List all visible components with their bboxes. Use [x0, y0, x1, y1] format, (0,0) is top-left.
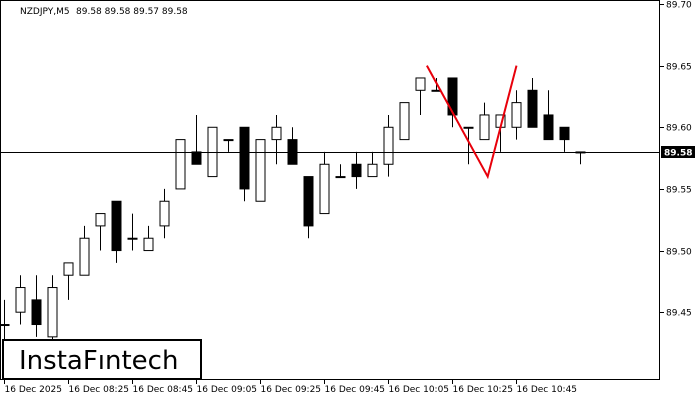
ohlc-readout: 89.58 89.58 89.57 89.58: [76, 7, 188, 17]
x-tick-label: 16 Dec 08:25: [69, 385, 130, 395]
candle-body-bullish: [63, 262, 74, 276]
candle: [239, 126, 250, 202]
candle: [447, 77, 458, 128]
logo-frame: [2, 339, 202, 380]
y-tick-label: 89.50: [666, 248, 692, 258]
candle-body-bullish: [159, 200, 170, 227]
candle: [271, 114, 282, 165]
candle: [399, 102, 410, 141]
x-tick-label: 16 Dec 10:45: [517, 385, 578, 395]
candle-body-bullish: [207, 126, 218, 178]
candle: [527, 77, 538, 128]
candle: [127, 213, 138, 251]
candle-body-bullish: [175, 139, 186, 190]
candle-body-bullish: [127, 237, 138, 240]
candle-body-bearish: [559, 126, 570, 141]
x-tick-label: 16 Dec 10:05: [389, 385, 450, 395]
candle-body-bullish: [399, 102, 410, 141]
candle-body-bullish: [463, 126, 474, 129]
candle: [63, 262, 74, 300]
candle-body-bullish: [143, 237, 154, 252]
candle-body-bullish: [15, 287, 26, 313]
x-tick-label: 16 Dec 09:05: [197, 385, 258, 395]
candle: [319, 151, 330, 215]
candle: [111, 200, 122, 263]
candle-body-bullish: [415, 77, 426, 91]
candle-body-bearish: [239, 126, 250, 190]
candle: [15, 275, 26, 325]
instaforex-logo: InstaFıntech: [2, 339, 202, 380]
candle: [351, 151, 362, 189]
x-tick-label: 16 Dec 2025: [5, 385, 63, 395]
y-tick-label: 89.70: [666, 1, 692, 11]
candle-body-bullish: [0, 324, 10, 327]
candle: [223, 139, 234, 152]
candle-body-bullish: [319, 163, 330, 215]
candle: [159, 188, 170, 239]
candle: [191, 114, 202, 165]
x-tick-label: 16 Dec 09:45: [325, 385, 386, 395]
y-tick-label: 89.55: [666, 186, 692, 196]
x-tick-label: 16 Dec 08:45: [133, 385, 194, 395]
candle: [79, 225, 90, 276]
current-price-tag-background: [661, 146, 695, 158]
candle-body-bearish: [31, 299, 42, 326]
candle-body-bullish: [367, 163, 378, 178]
candle: [255, 139, 266, 202]
candle: [367, 151, 378, 178]
candle-body-bullish: [383, 126, 394, 165]
candle-body-bearish: [191, 151, 202, 165]
candle-body-bullish: [335, 176, 346, 179]
x-axis: 16 Dec 2025 16 Dec 08:25 16 Dec 08:45 16 De…: [4, 380, 578, 395]
candle-body-bullish: [223, 139, 234, 142]
candle: [95, 213, 106, 251]
candle: [383, 114, 394, 177]
candle-body-bearish: [527, 89, 538, 128]
current-price-tag: 89.58: [661, 146, 695, 159]
candle-body-bullish: [79, 237, 90, 276]
candle: [287, 127, 298, 165]
logo-wordmark: InstaFıntech: [19, 346, 178, 376]
y-tick-label: 89.60: [666, 124, 692, 134]
candle-body-bearish: [287, 139, 298, 165]
symbol-label: NZDJPY,M5: [20, 7, 70, 17]
candle: [511, 90, 522, 140]
candle: [463, 126, 474, 165]
current-price-label: 89.58: [664, 149, 692, 159]
y-tick-label: 89.45: [666, 309, 692, 319]
candle-body-bearish: [351, 163, 362, 178]
candle: [143, 225, 154, 252]
y-axis: 89.70 89.65 89.60 89.55 89.50 89.45: [660, 1, 692, 319]
candle: [543, 90, 554, 141]
candle-body-bullish: [511, 102, 522, 128]
candle-body-bullish: [47, 287, 58, 338]
candle: [479, 102, 490, 141]
candle: [559, 126, 570, 152]
candle: [31, 275, 42, 337]
candle-body-bullish: [479, 114, 490, 141]
plot-frame: [0, 0, 660, 380]
x-tick-label: 16 Dec 09:25: [261, 385, 322, 395]
candle-body-bullish: [271, 126, 282, 141]
candle: [303, 176, 314, 239]
candle-body-bullish: [95, 213, 106, 227]
candle-body-bearish: [447, 77, 458, 116]
candle-body-bullish: [255, 139, 266, 202]
candle: [175, 139, 186, 190]
candle: [207, 126, 218, 178]
candle-body-bearish: [543, 114, 554, 141]
candle-body-bearish: [111, 200, 122, 252]
y-tick-label: 89.65: [666, 63, 692, 73]
candle: [415, 77, 426, 115]
candle-body-bearish: [303, 176, 314, 227]
pattern-double-top-line: [426, 65, 518, 180]
candle: [335, 164, 346, 179]
x-tick-label: 16 Dec 10:25: [453, 385, 514, 395]
